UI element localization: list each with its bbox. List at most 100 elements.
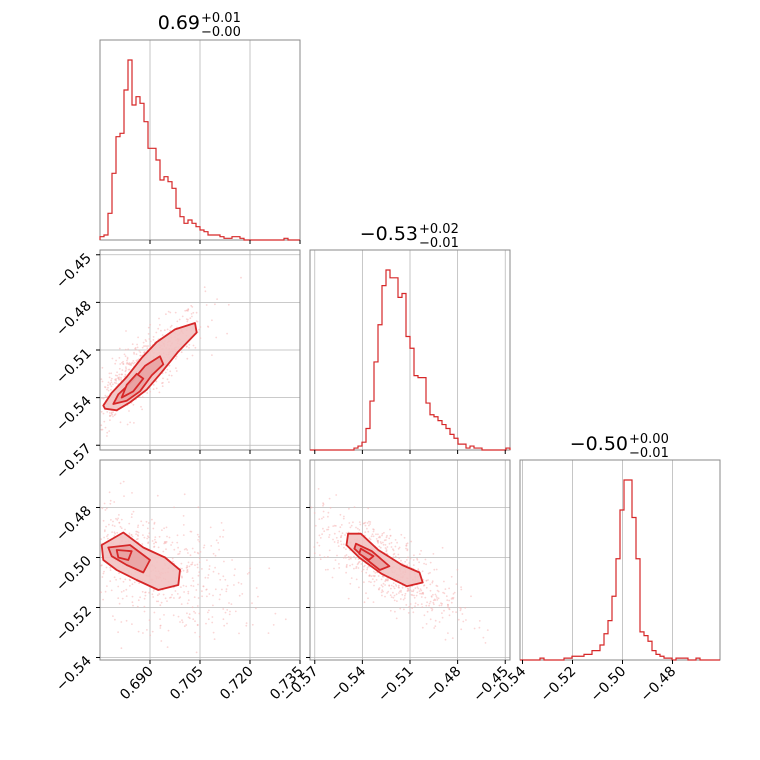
scatter-point (195, 651, 198, 654)
scatter-point (378, 545, 381, 548)
scatter-point (418, 590, 421, 592)
scatter-point (378, 588, 380, 591)
scatter-point (112, 520, 114, 523)
scatter-point (152, 590, 155, 592)
scatter-point (104, 590, 107, 593)
scatter-point (183, 591, 186, 593)
scatter-point (100, 591, 102, 594)
scatter-point (117, 631, 119, 634)
scatter-point (118, 373, 121, 376)
scatter-point (368, 520, 370, 523)
scatter-point (114, 413, 117, 415)
scatter-point (443, 609, 445, 612)
scatter-point (357, 567, 360, 569)
scatter-point (176, 593, 179, 595)
scatter-point (227, 303, 230, 306)
scatter-point (209, 526, 212, 529)
scatter-point (194, 564, 196, 566)
scatter-point (131, 595, 134, 598)
scatter-point (205, 304, 208, 306)
scatter-point (409, 603, 412, 605)
x-tick-label: −0.51 (375, 664, 417, 706)
scatter-point (198, 557, 201, 560)
scatter-point (382, 582, 385, 585)
scatter-point (349, 564, 351, 567)
scatter-point (174, 311, 177, 314)
scatter-point (382, 541, 384, 544)
scatter-point (414, 602, 417, 605)
scatter-point (400, 533, 403, 536)
scatter-point (171, 541, 174, 544)
scatter-point (132, 360, 135, 362)
scatter-point (198, 612, 201, 615)
scatter-point (455, 583, 458, 585)
scatter-point (196, 320, 199, 323)
scatter-point (183, 493, 186, 496)
scatter-point (103, 502, 106, 505)
scatter-point (412, 589, 415, 591)
scatter-point (130, 364, 133, 366)
scatter-point (358, 521, 361, 523)
scatter-point (407, 587, 410, 590)
scatter-point (122, 360, 124, 363)
scatter-point (122, 363, 125, 365)
scatter-point (121, 597, 124, 600)
scatter-point (116, 519, 119, 521)
scatter-point (152, 596, 155, 598)
scatter-point (390, 541, 393, 544)
scatter-point (144, 594, 147, 597)
scatter-point (359, 523, 362, 526)
scatter-point (373, 584, 375, 587)
scatter-point (350, 557, 352, 560)
scatter-point (314, 524, 317, 527)
scatter-point (141, 396, 144, 398)
scatter-point (434, 619, 437, 622)
scatter-point (158, 391, 161, 394)
scatter-point (223, 624, 226, 627)
scatter-point (333, 532, 336, 535)
scatter-point (464, 607, 467, 609)
scatter-point (107, 381, 110, 384)
title-param-2: −0.53 (360, 223, 418, 245)
scatter-point (203, 544, 206, 547)
scatter-point (181, 621, 184, 624)
scatter-point (366, 527, 368, 530)
scatter-point (121, 369, 124, 371)
scatter-point (368, 575, 371, 577)
scatter-point (140, 520, 143, 523)
scatter-point (349, 582, 352, 585)
scatter-point (190, 530, 193, 533)
scatter-point (122, 580, 125, 583)
scatter-point (125, 362, 128, 365)
scatter-point (430, 607, 433, 609)
scatter-point (175, 355, 178, 358)
scatter-point (152, 527, 155, 530)
scatter-point (166, 646, 169, 648)
scatter-point (423, 584, 425, 587)
scatter-point (217, 542, 220, 544)
scatter-point (370, 575, 373, 578)
scatter-point (370, 581, 372, 584)
scatter-point (112, 411, 114, 413)
scatter-point (119, 363, 122, 365)
scatter-point (120, 518, 123, 521)
scatter-point (137, 599, 140, 602)
scatter-point (338, 563, 340, 565)
scatter-point (180, 351, 183, 354)
scatter-point (143, 597, 146, 600)
scatter-point (181, 315, 184, 318)
scatter-point (350, 524, 353, 527)
scatter-point (101, 397, 103, 400)
scatter-point (206, 559, 208, 562)
scatter-point (413, 596, 416, 599)
scatter-point (398, 546, 401, 549)
scatter-point (431, 581, 434, 584)
scatter-point (355, 526, 357, 529)
scatter-point (212, 552, 215, 555)
scatter-point (191, 547, 194, 550)
scatter-point (436, 589, 439, 592)
scatter-point (470, 595, 472, 598)
scatter-point (147, 345, 150, 347)
scatter-point (461, 613, 464, 615)
scatter-point (106, 585, 108, 587)
